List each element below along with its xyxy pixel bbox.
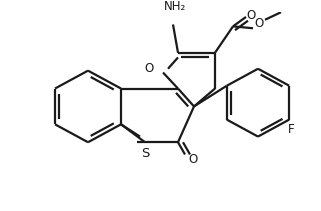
Text: O: O <box>247 9 256 22</box>
Text: S: S <box>141 147 149 160</box>
Text: O: O <box>144 62 154 75</box>
Text: O: O <box>188 153 198 166</box>
Text: F: F <box>288 123 294 135</box>
Text: O: O <box>254 17 264 30</box>
Text: NH₂: NH₂ <box>164 0 186 13</box>
